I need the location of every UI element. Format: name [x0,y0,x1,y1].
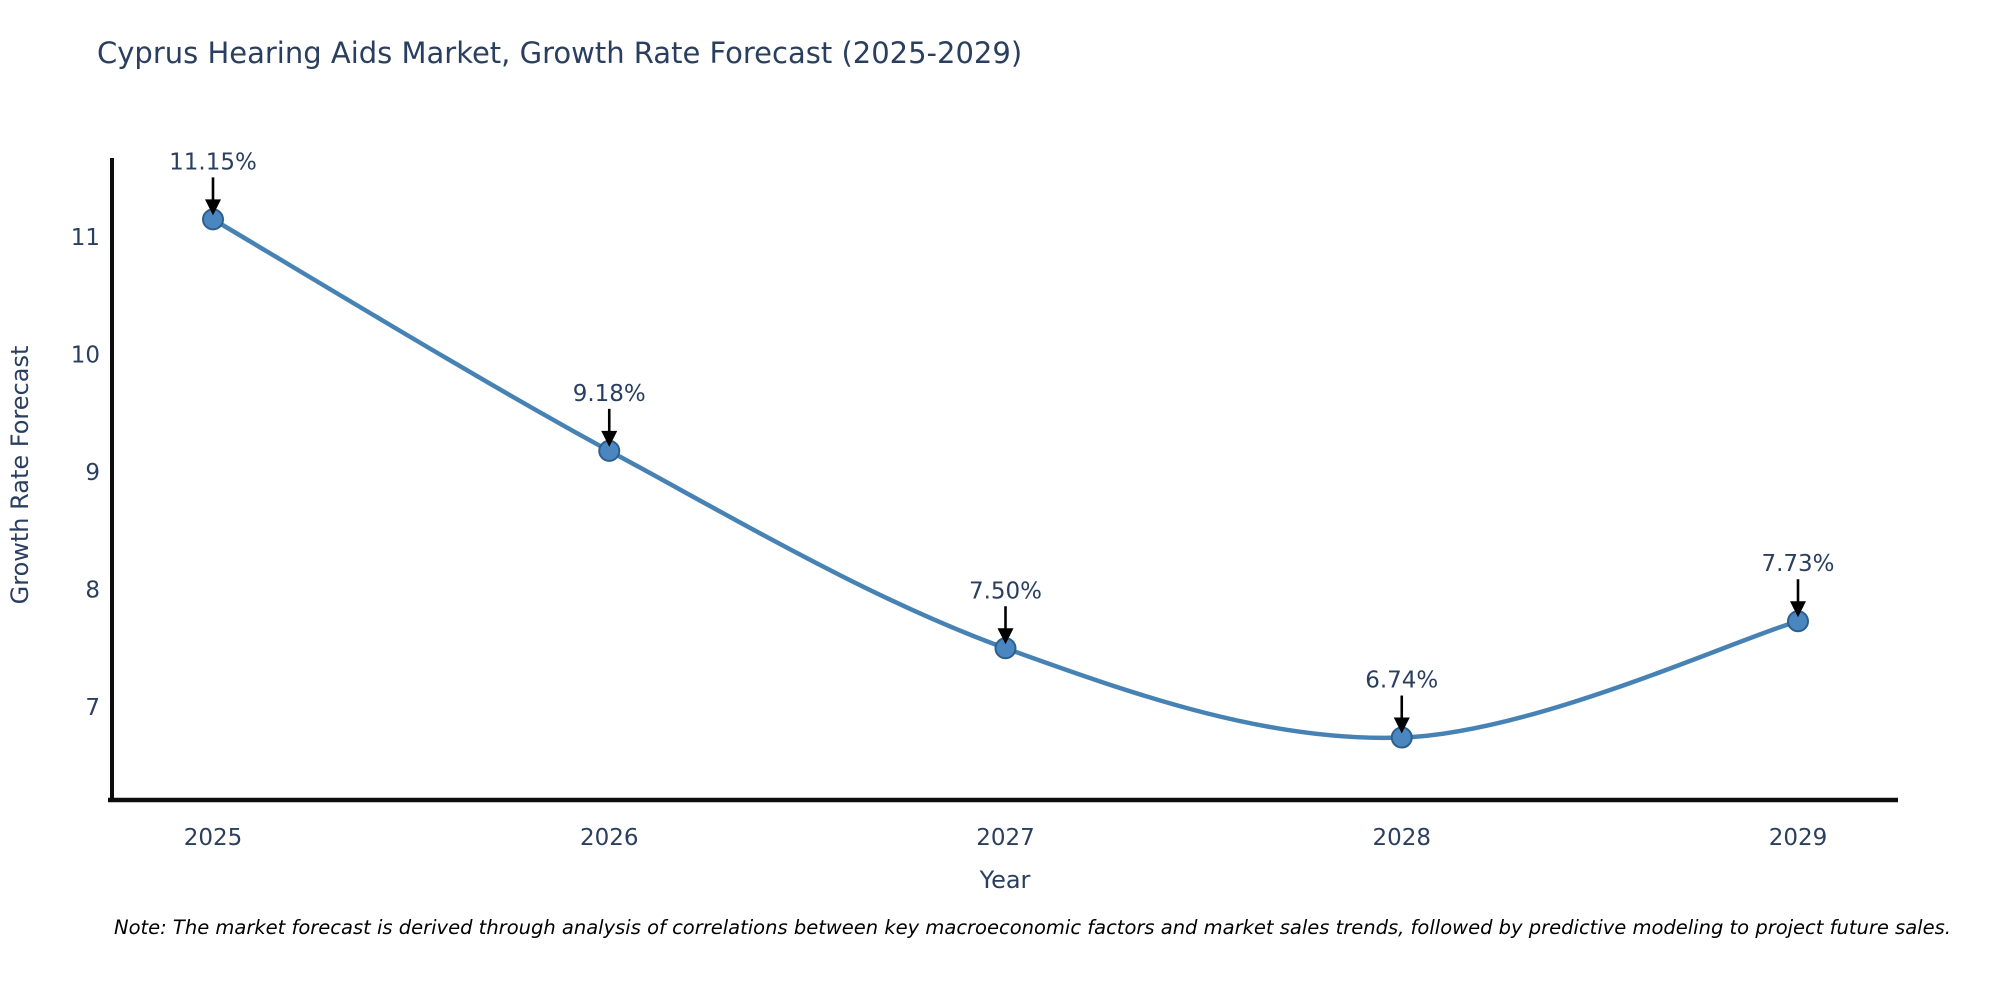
point-value-label: 11.15% [169,149,257,175]
annotation-arrowhead [205,199,221,216]
annotation-arrowhead [1393,717,1410,734]
x-tick-label: 2025 [184,825,243,851]
y-tick-label: 7 [85,695,100,721]
point-value-label: 7.50% [969,578,1042,604]
y-tick-label: 9 [85,460,100,486]
point-value-label: 9.18% [573,381,646,407]
annotation-arrowhead [601,430,618,447]
forecast-line [210,217,1801,741]
x-tick-label: 2028 [1372,825,1431,851]
y-tick-label: 8 [85,578,100,604]
footnote: Note: The market forecast is derived thr… [114,916,1951,939]
y-tick-label: 11 [71,225,100,251]
x-tick-label: 2029 [1769,825,1828,851]
x-axis-title: Year [979,866,1031,894]
point-value-label: 7.73% [1761,551,1834,577]
x-tick-label: 2026 [580,825,639,851]
x-tick-label: 2027 [976,825,1035,851]
y-axis-title: Growth Rate Forecast [6,346,34,605]
point-value-label: 6.74% [1365,668,1438,694]
y-tick-label: 10 [71,343,100,369]
annotation-arrowhead [1790,601,1806,618]
chart-title: Cyprus Hearing Aids Market, Growth Rate … [97,36,1023,70]
annotation-arrowhead [997,628,1014,645]
